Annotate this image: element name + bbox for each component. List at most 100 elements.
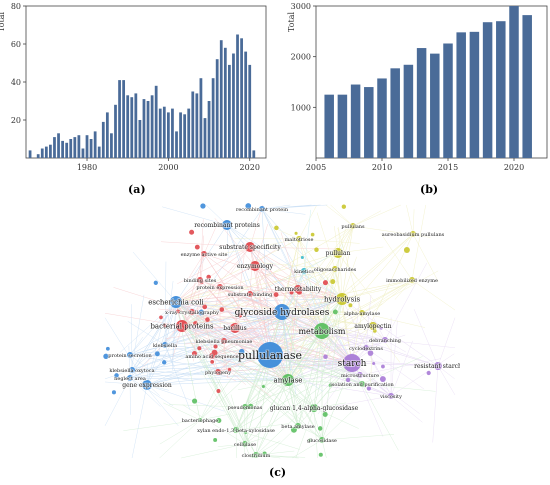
network-link <box>269 279 413 356</box>
network-minor-node <box>216 417 222 424</box>
network-link <box>230 394 246 445</box>
network-link <box>218 378 257 456</box>
network-minor-node <box>261 384 265 389</box>
y-tick-label: 20 <box>11 116 21 125</box>
network-link <box>129 354 166 356</box>
network-link <box>234 327 323 332</box>
network-link <box>146 362 353 386</box>
network-node <box>296 236 302 242</box>
node-label: alpha-amylase <box>344 311 380 317</box>
network-link <box>321 405 359 441</box>
x-tick-label: 2020 <box>240 163 260 172</box>
network-link <box>181 325 225 342</box>
y-tick-label: 2000 <box>291 53 311 62</box>
network-link <box>181 208 263 327</box>
x-tick-label: 2010 <box>372 163 392 172</box>
network-link <box>337 252 375 302</box>
bar <box>364 87 374 158</box>
network-node <box>282 374 294 386</box>
network-minor-nodes <box>103 203 431 458</box>
network-link <box>297 288 336 294</box>
network-link <box>181 325 299 427</box>
network-link <box>199 354 271 421</box>
network-link <box>261 208 271 356</box>
network-link <box>334 395 392 407</box>
network-minor-node <box>348 303 353 308</box>
node-label: protein expression <box>196 285 244 291</box>
network-link <box>255 379 289 456</box>
node-label: hydrolysis <box>324 295 361 303</box>
network-minor-node <box>318 452 323 457</box>
network-link <box>412 209 415 235</box>
y-tick-label: 40 <box>11 78 21 87</box>
network-link <box>321 330 439 367</box>
network-link <box>226 224 271 356</box>
network-link <box>244 379 289 408</box>
network-node <box>233 427 239 433</box>
network-link <box>287 330 323 381</box>
node-label: glucan 1,4-alpha-glucosidase <box>270 405 359 412</box>
network-minor-node <box>310 232 315 237</box>
network-link <box>244 362 353 445</box>
bar <box>179 112 182 158</box>
network-link <box>129 354 271 379</box>
network-link <box>211 311 283 357</box>
network-link <box>341 279 413 300</box>
chart-b: Total 1000 2000 3000 2005 2010 2015 2020 <box>287 2 548 172</box>
network-link <box>255 440 281 456</box>
bar <box>114 104 117 158</box>
network-link <box>175 238 300 303</box>
network-minor-node <box>154 351 160 357</box>
network-link <box>249 246 343 300</box>
bar <box>126 95 130 158</box>
network-link <box>181 325 289 381</box>
node-label: bacteriophage <box>182 418 219 424</box>
network-link <box>191 311 323 332</box>
network-link <box>175 301 392 397</box>
bar <box>252 150 256 158</box>
network-link <box>281 268 336 313</box>
network-link <box>255 354 271 456</box>
network-link <box>384 339 406 353</box>
network-link <box>211 355 272 397</box>
network-link <box>327 383 363 394</box>
network-link <box>341 225 354 300</box>
network-minor-node <box>381 364 385 369</box>
network-link <box>172 301 177 363</box>
network-link <box>411 279 456 311</box>
network-link <box>249 246 316 296</box>
network-link <box>249 246 281 308</box>
network-link <box>146 376 183 386</box>
network-link <box>244 437 265 445</box>
bar <box>69 139 73 158</box>
node-label: bacillus <box>223 325 246 332</box>
network-minor-node <box>262 451 267 456</box>
bar <box>118 80 121 158</box>
network-link <box>199 279 343 300</box>
bar <box>73 137 77 158</box>
network-node <box>162 342 168 348</box>
network-minor-node <box>323 354 328 359</box>
network-link <box>181 325 202 361</box>
bar <box>81 148 85 158</box>
network-link <box>199 279 256 342</box>
network-link <box>298 204 317 240</box>
network-link <box>199 235 204 281</box>
network-node <box>343 354 361 372</box>
network-minor-node <box>213 344 218 349</box>
node-label: recombinant protein <box>236 207 289 213</box>
network-link <box>217 443 246 447</box>
network-node <box>333 248 343 258</box>
network-link <box>181 325 209 358</box>
bar <box>215 59 219 159</box>
bar <box>40 148 44 158</box>
bar <box>134 93 138 158</box>
network-link <box>295 407 315 459</box>
network-minor-node <box>219 307 225 312</box>
bar <box>93 131 97 158</box>
network-link <box>313 330 323 409</box>
bar <box>162 106 166 158</box>
network-minor-node <box>239 348 245 355</box>
network-link <box>175 293 251 303</box>
bar <box>240 38 243 158</box>
